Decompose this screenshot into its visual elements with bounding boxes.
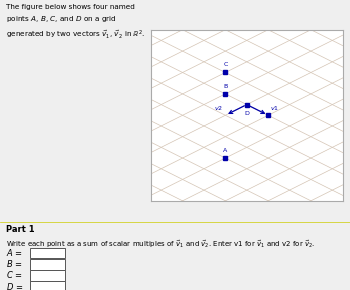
Text: $D$ =: $D$ = [6, 281, 23, 290]
FancyBboxPatch shape [30, 281, 65, 290]
Text: $C$ =: $C$ = [6, 269, 23, 280]
Text: The figure below shows four named
points $A$, $B$, $C$, and $D$ on a grid
genera: The figure below shows four named points… [6, 4, 145, 41]
Text: C: C [223, 62, 228, 67]
Text: B: B [223, 84, 228, 88]
Text: D: D [244, 111, 249, 116]
FancyBboxPatch shape [30, 248, 65, 258]
Text: $A$ =: $A$ = [6, 247, 23, 258]
FancyBboxPatch shape [30, 259, 65, 270]
Text: $v2$: $v2$ [214, 104, 223, 112]
Text: $B$ =: $B$ = [6, 258, 23, 269]
Text: Write each point as a sum of scalar multiples of $\vec{v}_1$ and $\vec{v}_2$. En: Write each point as a sum of scalar mult… [6, 238, 315, 250]
Text: Part 1: Part 1 [6, 225, 35, 234]
Text: $v1$: $v1$ [270, 104, 279, 112]
FancyBboxPatch shape [30, 270, 65, 281]
Text: A: A [223, 148, 228, 153]
